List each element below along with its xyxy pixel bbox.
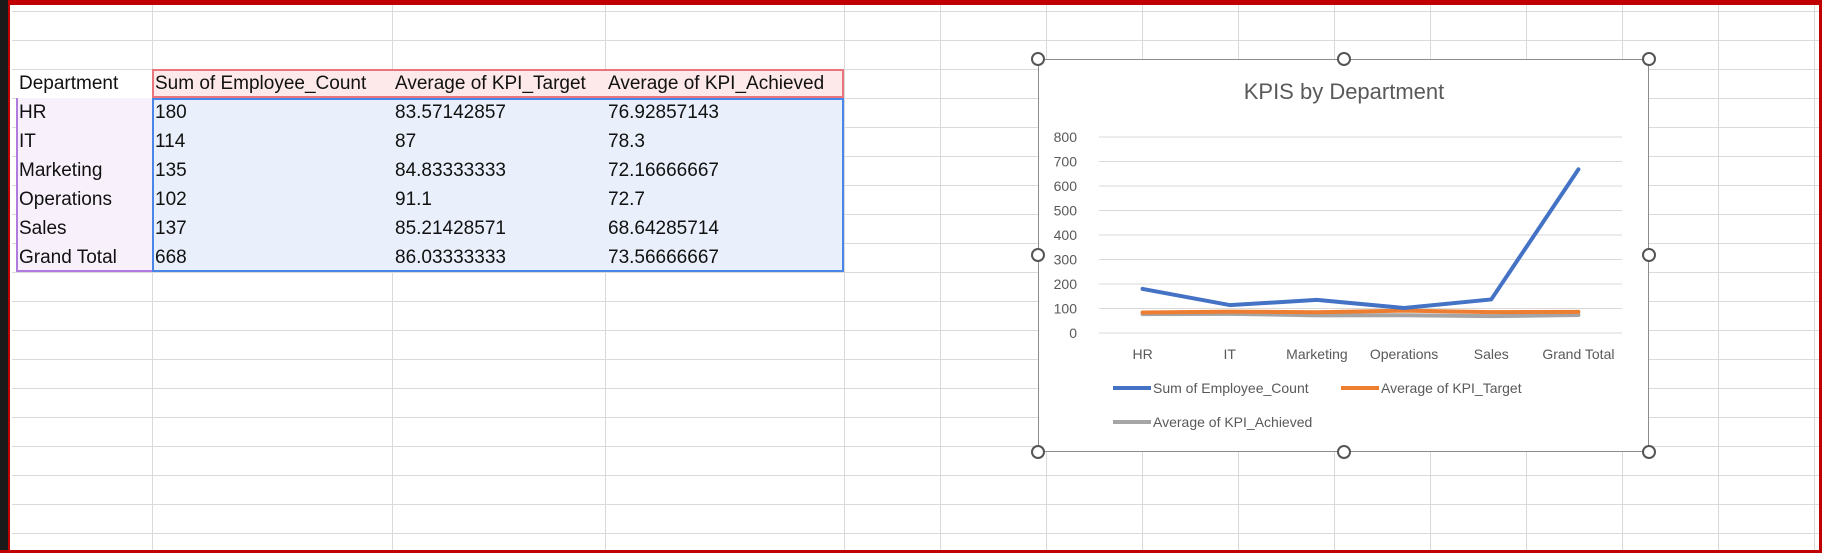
value-cell[interactable]: 137 [152,214,392,243]
y-tick-label: 400 [1054,227,1078,243]
series-line [1140,308,1581,315]
value-cell[interactable]: 68.64285714 [605,214,844,243]
pivot-header-row: Department Sum of Employee_Count Average… [16,69,844,99]
column-header-range-highlight [152,69,844,98]
y-tick-label: 200 [1054,276,1078,292]
value-cell[interactable]: 86.03333333 [392,243,605,272]
row-labels-range-highlight [16,98,152,272]
value-cell[interactable]: 91.1 [392,185,605,214]
resize-handle-top-left[interactable] [1031,52,1045,66]
worksheet-grid[interactable]: Department Sum of Employee_Count Average… [12,5,1819,550]
resize-handle-middle-left[interactable] [1031,248,1045,262]
value-cell[interactable]: 78.3 [605,127,844,156]
y-tick-label: 0 [1069,325,1077,341]
table-row: Sales 137 85.21428571 68.64285714 [16,214,844,244]
value-cell[interactable]: 87 [392,127,605,156]
table-row: Operations 102 91.1 72.7 [16,185,844,215]
grand-total-row: Grand Total 668 86.03333333 73.56666667 [16,243,844,272]
value-cell[interactable]: 73.56666667 [605,243,844,272]
y-tick-label: 100 [1054,301,1078,317]
header-cell[interactable]: Average of KPI_Achieved [605,69,844,98]
row-label-cell[interactable]: HR [16,98,152,127]
y-tick-label: 300 [1054,252,1078,268]
x-tick-label: IT [1224,346,1237,362]
y-tick-label: 600 [1054,178,1078,194]
values-range-highlight [152,98,844,272]
line-chart[interactable]: KPIS by Department 0 100 200 300 400 500 600 700… [1038,59,1649,452]
value-cell[interactable]: 72.16666667 [605,156,844,185]
resize-handle-bottom-left[interactable] [1031,445,1045,459]
value-cell[interactable]: 83.57142857 [392,98,605,127]
x-tick-label: HR [1132,346,1152,362]
y-tick-label: 800 [1054,129,1078,145]
value-cell[interactable]: 102 [152,185,392,214]
row-label-cell[interactable]: IT [16,127,152,156]
x-tick-label: Marketing [1286,346,1347,362]
resize-handle-middle-right[interactable] [1642,248,1656,262]
window-frame-right [1819,0,1822,553]
chart-title: KPIS by Department [1244,79,1445,104]
value-cell[interactable]: 135 [152,156,392,185]
y-tick-label: 700 [1054,154,1078,170]
header-cell[interactable]: Sum of Employee_Count [152,69,392,98]
x-tick-label: Grand Total [1542,346,1614,362]
row-label-cell[interactable]: Marketing [16,156,152,185]
header-cell[interactable]: Department [19,73,119,94]
legend-label: Average of KPI_Target [1381,380,1522,396]
window-frame-bottom [0,550,1822,553]
legend-label: Sum of Employee_Count [1153,380,1309,396]
row-label-cell[interactable]: Grand Total [16,243,152,272]
legend-label: Average of KPI_Achieved [1153,414,1312,430]
resize-handle-bottom-right[interactable] [1642,445,1656,459]
value-cell[interactable]: 84.83333333 [392,156,605,185]
y-tick-label: 500 [1054,203,1078,219]
value-cell[interactable]: 72.7 [605,185,844,214]
resize-handle-top-right[interactable] [1642,52,1656,66]
row-label-cell[interactable]: Operations [16,185,152,214]
window-frame-top [0,0,1822,5]
chart-canvas: KPIS by Department 0 100 200 300 400 500 600 700… [1054,79,1622,430]
row-label-cell[interactable]: Sales [16,214,152,243]
series-line [1140,311,1581,319]
header-cell[interactable]: Average of KPI_Target [392,69,605,98]
series-line [1140,167,1581,311]
value-cell[interactable]: 180 [152,98,392,127]
table-row: IT 114 87 78.3 [16,127,844,157]
x-tick-label: Sales [1474,346,1509,362]
x-tick-label: Operations [1370,346,1438,362]
value-cell[interactable]: 85.21428571 [392,214,605,243]
table-row: Marketing 135 84.83333333 72.16666667 [16,156,844,186]
resize-handle-bottom-middle[interactable] [1337,445,1351,459]
resize-handle-top-middle[interactable] [1337,52,1351,66]
value-cell[interactable]: 114 [152,127,392,156]
value-cell[interactable]: 76.92857143 [605,98,844,127]
value-cell[interactable]: 668 [152,243,392,272]
row-header-strip [0,0,10,553]
